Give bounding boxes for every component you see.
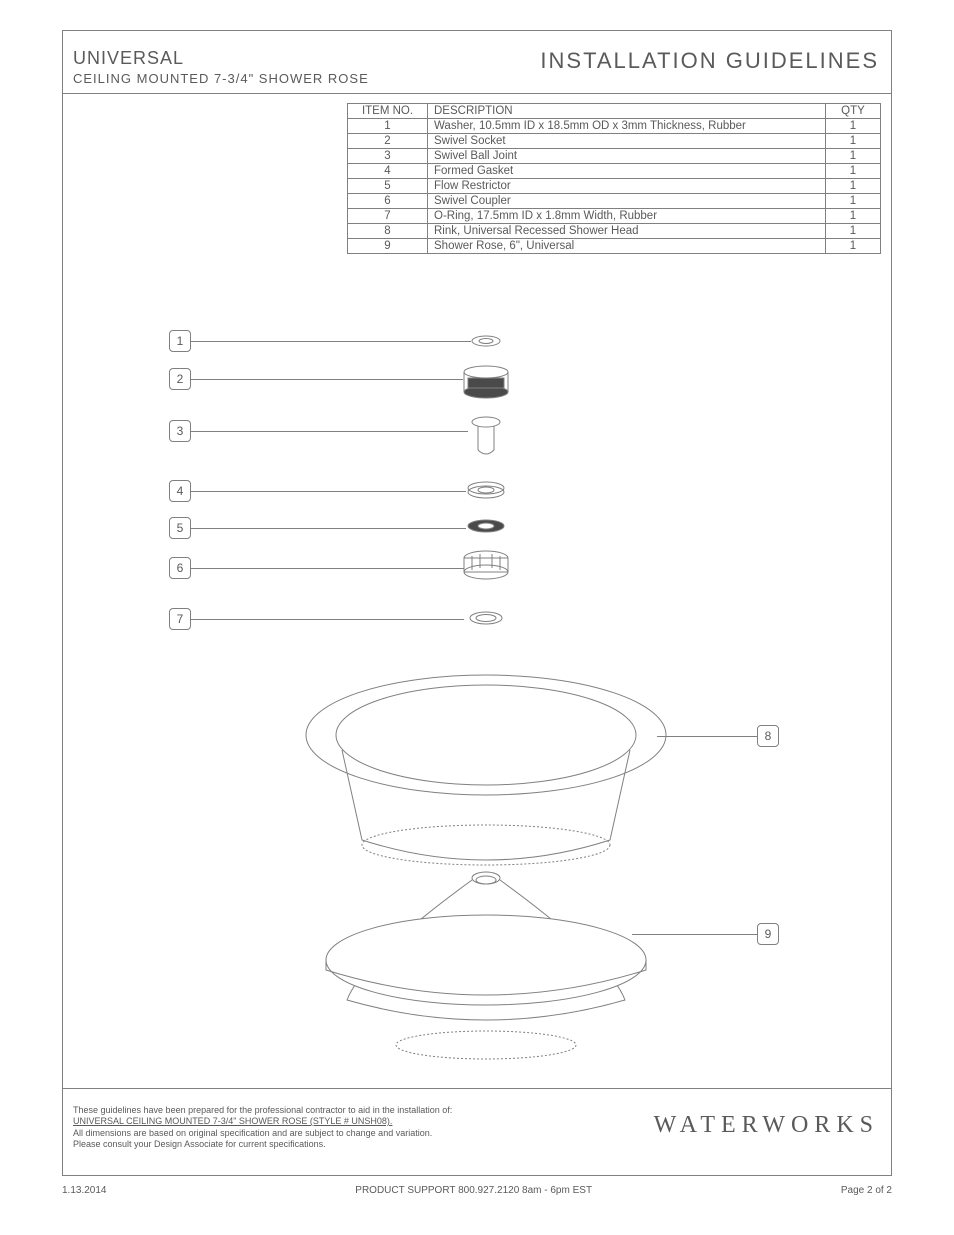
callout-7: 7	[169, 608, 464, 630]
cell-desc: O-Ring, 17.5mm ID x 1.8mm Width, Rubber	[428, 209, 826, 224]
header-left: UNIVERSAL CEILING MOUNTED 7-3/4" SHOWER …	[73, 48, 369, 86]
callout-leader	[191, 568, 464, 569]
callout-1: 1	[169, 330, 471, 352]
cell-desc: Formed Gasket	[428, 164, 826, 179]
footer-line4: Please consult your Design Associate for…	[73, 1139, 593, 1150]
cell-item: 8	[348, 224, 428, 239]
footer-line3: All dimensions are based on original spe…	[73, 1128, 593, 1139]
diagram-svg	[62, 300, 892, 1070]
cell-qty: 1	[826, 224, 881, 239]
cell-qty: 1	[826, 119, 881, 134]
table-row: 4Formed Gasket1	[348, 164, 881, 179]
table-row: 7O-Ring, 17.5mm ID x 1.8mm Width, Rubber…	[348, 209, 881, 224]
support-info: PRODUCT SUPPORT 800.927.2120 8am - 6pm E…	[355, 1185, 592, 1196]
table-row: 6Swivel Coupler1	[348, 194, 881, 209]
table-row: 2Swivel Socket1	[348, 134, 881, 149]
callout-9: 9	[632, 923, 779, 945]
table-header-row: ITEM NO. DESCRIPTION QTY	[348, 104, 881, 119]
cell-item: 5	[348, 179, 428, 194]
callout-leader	[191, 341, 471, 342]
table-row: 1Washer, 10.5mm ID x 18.5mm OD x 3mm Thi…	[348, 119, 881, 134]
callout-bubble: 6	[169, 557, 191, 579]
cell-qty: 1	[826, 239, 881, 254]
cell-item: 7	[348, 209, 428, 224]
cell-item: 3	[348, 149, 428, 164]
col-item-header: ITEM NO.	[348, 104, 428, 119]
bottom-bar: 1.13.2014 PRODUCT SUPPORT 800.927.2120 8…	[62, 1185, 892, 1196]
parts-table: ITEM NO. DESCRIPTION QTY 1Washer, 10.5mm…	[347, 103, 881, 254]
footer-line2: UNIVERSAL CEILING MOUNTED 7-3/4" SHOWER …	[73, 1116, 593, 1127]
callout-bubble: 3	[169, 420, 191, 442]
cell-desc: Flow Restrictor	[428, 179, 826, 194]
table-row: 3Swivel Ball Joint1	[348, 149, 881, 164]
callout-bubble: 7	[169, 608, 191, 630]
cell-item: 2	[348, 134, 428, 149]
cell-desc: Swivel Coupler	[428, 194, 826, 209]
cell-item: 4	[348, 164, 428, 179]
cell-item: 1	[348, 119, 428, 134]
cell-qty: 1	[826, 179, 881, 194]
cell-desc: Swivel Ball Joint	[428, 149, 826, 164]
cell-qty: 1	[826, 164, 881, 179]
cell-qty: 1	[826, 134, 881, 149]
callout-8: 8	[657, 725, 779, 747]
product-name: CEILING MOUNTED 7-3/4" SHOWER ROSE	[73, 71, 369, 86]
cell-qty: 1	[826, 194, 881, 209]
callout-bubble: 9	[757, 923, 779, 945]
cell-item: 6	[348, 194, 428, 209]
col-qty-header: QTY	[826, 104, 881, 119]
footer-line1: These guidelines have been prepared for …	[73, 1105, 593, 1116]
callout-leader	[191, 528, 466, 529]
page-number: Page 2 of 2	[841, 1185, 892, 1196]
callout-bubble: 1	[169, 330, 191, 352]
exploded-diagram: 1 2 3 4 5 6 7 8 9	[62, 300, 892, 1070]
callout-bubble: 5	[169, 517, 191, 539]
callout-leader	[191, 379, 463, 380]
table-row: 8Rink, Universal Recessed Shower Head1	[348, 224, 881, 239]
col-desc-header: DESCRIPTION	[428, 104, 826, 119]
callout-leader	[191, 431, 468, 432]
header-divider	[62, 93, 892, 94]
brand-logo: WATERWORKS	[654, 1112, 879, 1139]
callout-5: 5	[169, 517, 466, 539]
cell-qty: 1	[826, 149, 881, 164]
callout-bubble: 8	[757, 725, 779, 747]
table-row: 5Flow Restrictor1	[348, 179, 881, 194]
callout-bubble: 2	[169, 368, 191, 390]
cell-item: 9	[348, 239, 428, 254]
callout-leader	[632, 934, 757, 935]
callout-4: 4	[169, 480, 466, 502]
cell-desc: Washer, 10.5mm ID x 18.5mm OD x 3mm Thic…	[428, 119, 826, 134]
footer-divider	[62, 1088, 892, 1089]
doc-title: INSTALLATION GUIDELINES	[540, 48, 879, 74]
callout-bubble: 4	[169, 480, 191, 502]
callout-leader	[191, 491, 466, 492]
cell-desc: Shower Rose, 6", Universal	[428, 239, 826, 254]
table-row: 9Shower Rose, 6", Universal1	[348, 239, 881, 254]
footer-notes: These guidelines have been prepared for …	[73, 1105, 593, 1150]
cell-desc: Swivel Socket	[428, 134, 826, 149]
callout-2: 2	[169, 368, 463, 390]
callout-6: 6	[169, 557, 464, 579]
doc-date: 1.13.2014	[62, 1185, 107, 1196]
callout-leader	[657, 736, 757, 737]
callout-leader	[191, 619, 464, 620]
cell-desc: Rink, Universal Recessed Shower Head	[428, 224, 826, 239]
brand-title: UNIVERSAL	[73, 48, 369, 69]
cell-qty: 1	[826, 209, 881, 224]
callout-3: 3	[169, 420, 468, 442]
